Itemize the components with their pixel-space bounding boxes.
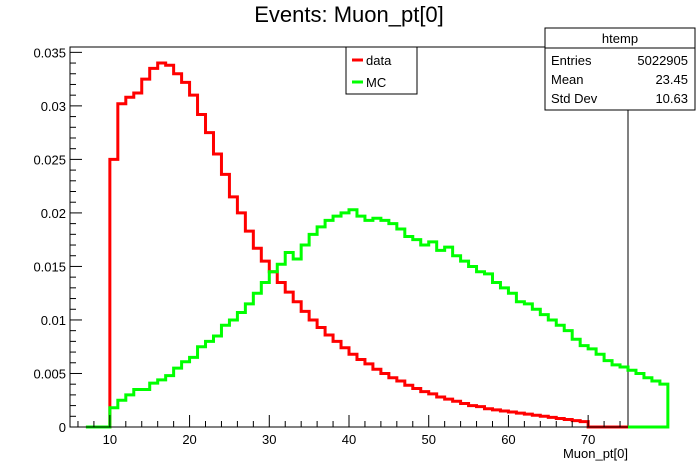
legend-label-data: data	[366, 53, 392, 68]
stats-mean-value: 23.45	[655, 72, 688, 87]
y-tick-label: 0.025	[33, 152, 66, 167]
y-tick-label: 0.005	[33, 366, 66, 381]
y-tick-label: 0.03	[41, 99, 66, 114]
x-tick-label: 50	[421, 432, 435, 447]
legend-box	[345, 46, 418, 95]
x-tick-label: 70	[581, 432, 595, 447]
stats-box-frame	[544, 27, 696, 111]
y-tick-label: 0.015	[33, 259, 66, 274]
y-tick-label: 0.02	[41, 206, 66, 221]
legend-label-mc: MC	[366, 75, 386, 90]
stats-mean-label: Mean	[551, 72, 584, 87]
series-line-mc	[85, 208, 670, 429]
stats-entries-label: Entries	[551, 53, 592, 68]
y-tick-label: 0.035	[33, 45, 66, 60]
stats-stddev-label: Std Dev	[551, 91, 598, 106]
x-tick-label: 10	[103, 432, 117, 447]
x-tick-label: 20	[182, 432, 196, 447]
x-tick-label: 60	[501, 432, 515, 447]
stats-box-title: htemp	[602, 31, 638, 46]
x-axis-title: Muon_pt[0]	[563, 446, 628, 461]
y-tick-label: 0	[59, 420, 66, 435]
stats-box: htemp Entries 5022905 Mean 23.45 Std Dev…	[544, 27, 696, 111]
series-line-data	[85, 61, 628, 429]
legend: data MC	[345, 46, 418, 95]
chart-title: Events: Muon_pt[0]	[254, 2, 444, 27]
series-lines	[85, 61, 670, 429]
stats-stddev-value: 10.63	[655, 91, 688, 106]
stats-entries-value: 5022905	[637, 53, 688, 68]
plot-frame	[69, 46, 629, 428]
x-tick-label: 40	[342, 432, 356, 447]
x-tick-label: 30	[262, 432, 276, 447]
y-tick-label: 0.01	[41, 313, 66, 328]
